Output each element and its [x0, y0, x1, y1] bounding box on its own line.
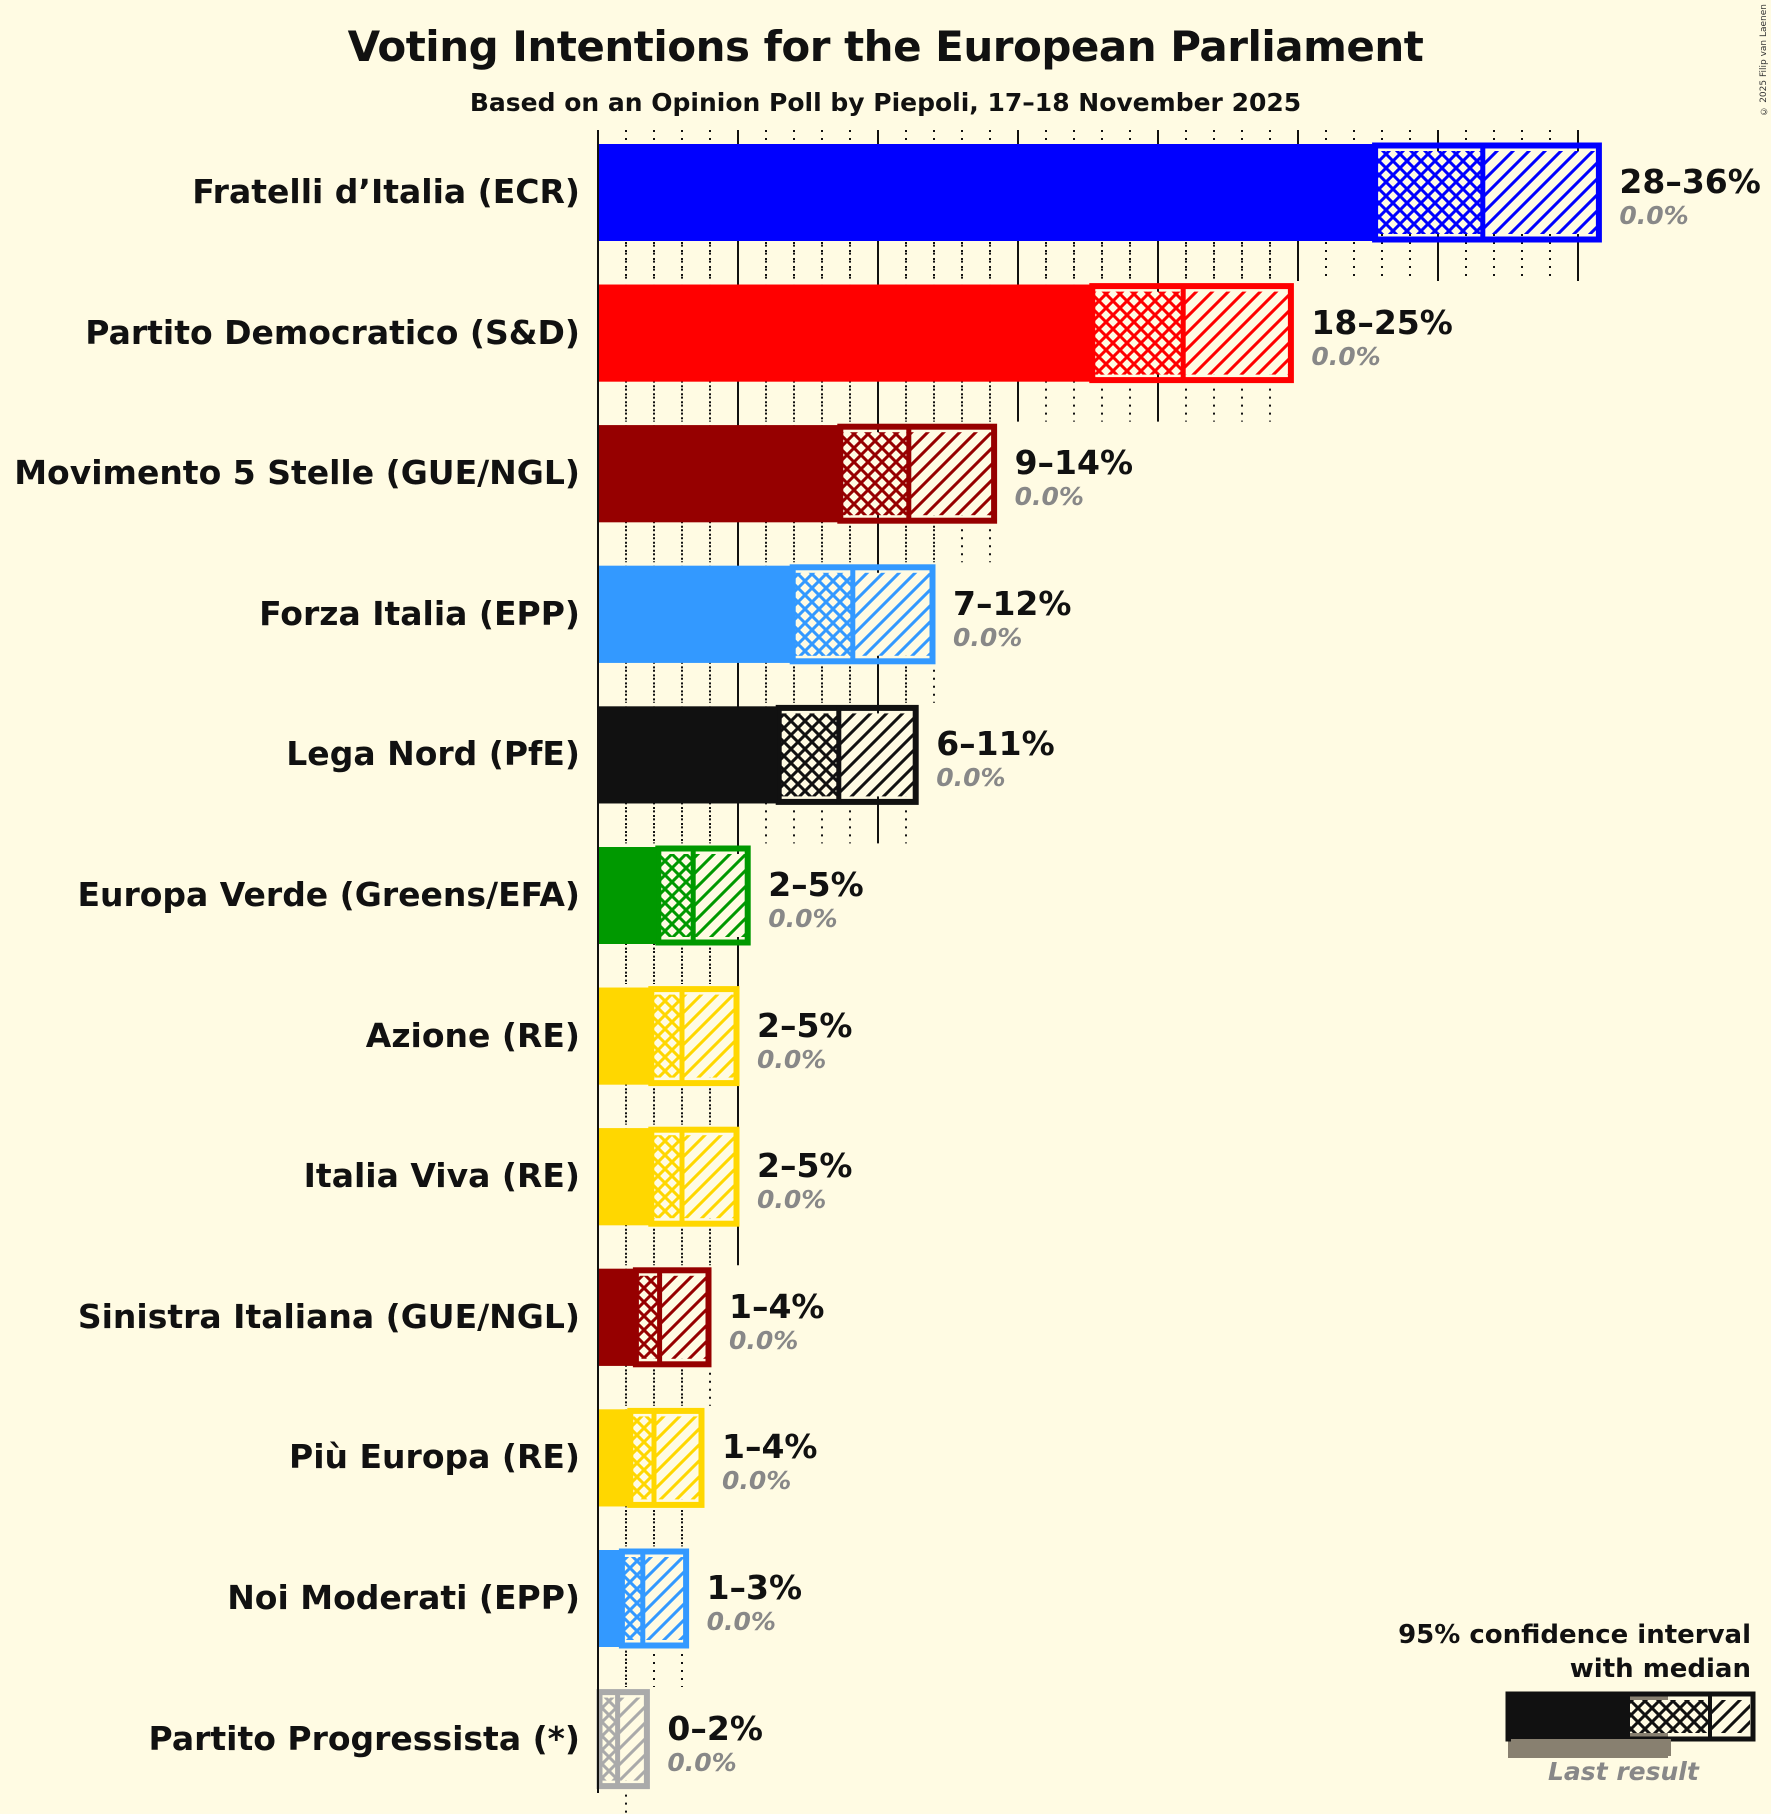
bar-group — [598, 142, 1602, 243]
legend-hatch — [1712, 1700, 1750, 1733]
range-label: 6–11% — [936, 724, 1055, 764]
range-label: 9–14% — [1014, 443, 1134, 483]
bar-ci-frame — [775, 704, 919, 805]
party-label: Forza Italia (EPP) — [259, 593, 580, 633]
last-result-label: 0.0% — [1619, 201, 1689, 230]
last-result-label: 0.0% — [1311, 341, 1381, 371]
last-result-label: 0.0% — [757, 1044, 827, 1074]
bar-group — [598, 564, 936, 665]
bar-ci-lower — [649, 1135, 682, 1219]
legend-crosshatch — [1630, 1700, 1708, 1733]
bar-group — [598, 704, 919, 805]
last-result-label: 0.0% — [936, 763, 1006, 793]
last-result-label: 0.0% — [768, 904, 838, 933]
range-label: 28–36% — [1619, 162, 1761, 201]
bar-ci-frame — [789, 564, 936, 665]
party-label: Partito Progressista (*) — [148, 1718, 580, 1758]
bar-ci-frame — [1372, 142, 1602, 243]
party-label: Lega Nord (PfE) — [286, 734, 580, 774]
bar-group — [598, 986, 740, 1087]
legend-title: 95% confidence interval with median — [1398, 1618, 1751, 1686]
bar-ci-upper — [682, 1135, 738, 1219]
bar-ci-upper — [838, 713, 918, 797]
bar-group — [598, 1407, 705, 1508]
party-label: Partito Democratico (S&D) — [85, 312, 580, 352]
party-label: Più Europa (RE) — [289, 1437, 580, 1477]
bar-ci-upper — [852, 572, 934, 656]
party-label: Europa Verde (Greens/EFA) — [77, 875, 580, 914]
bar-ci-frame — [618, 1548, 690, 1649]
bar-group — [596, 1689, 650, 1790]
bars — [596, 142, 1602, 1790]
range-label: 7–12% — [953, 583, 1072, 623]
party-label: Azione (RE) — [365, 1015, 580, 1055]
bar-group — [598, 423, 998, 524]
bar-group — [598, 845, 751, 946]
bar-group — [598, 1126, 740, 1227]
bar-ci-upper — [1482, 151, 1601, 234]
bar-ci-upper — [659, 1275, 710, 1359]
legend-swatch — [1505, 1691, 1756, 1758]
bar-ci-frame — [837, 423, 998, 524]
chart-subtitle: Based on an Opinion Poll by Piepoli, 17–… — [469, 88, 1302, 117]
bar-ci-frame — [627, 1407, 705, 1508]
bar-group — [598, 1267, 712, 1368]
bar-ci-frame — [596, 1689, 650, 1790]
legend-solid — [1508, 1694, 1630, 1739]
range-label: 1–3% — [706, 1568, 803, 1607]
bar-ci-lower — [1373, 151, 1483, 234]
range-label: 1–4% — [722, 1427, 818, 1467]
chart-title: Voting Intentions for the European Parli… — [347, 22, 1424, 71]
bar-ci-frame — [1089, 283, 1294, 384]
bar-ci-lower — [777, 713, 839, 797]
bar-ci-upper — [682, 994, 738, 1078]
legend-last-result-label: Last result — [1548, 1757, 1699, 1786]
range-label: 18–25% — [1311, 302, 1453, 342]
party-label: Fratelli d’Italia (ECR) — [192, 172, 580, 211]
last-result-label: 0.0% — [757, 1185, 827, 1215]
last-result-label: 0.0% — [722, 1466, 792, 1496]
bar-ci-lower — [620, 1557, 643, 1640]
bar-ci-upper — [908, 432, 996, 516]
range-label: 1–4% — [729, 1286, 825, 1326]
bar-ci-frame — [648, 986, 740, 1087]
legend-title-line2: with median — [1569, 1654, 1751, 1684]
range-label: 2–5% — [768, 865, 864, 904]
last-result-label: 0.0% — [1014, 482, 1084, 512]
bar-ci-lower — [649, 994, 682, 1078]
bar-ci-frame — [655, 845, 751, 946]
bar-ci-lower — [1090, 291, 1184, 375]
legend-title-line1: 95% confidence interval — [1398, 1620, 1751, 1650]
bar-ci-upper — [1183, 291, 1293, 375]
bar-ci-upper — [617, 1697, 649, 1781]
bar-ci-upper — [654, 1416, 703, 1500]
last-result-label: 0.0% — [953, 622, 1023, 652]
last-result-label: 0.0% — [706, 1607, 776, 1636]
bar-ci-lower — [598, 1697, 618, 1781]
bar-ci-lower — [656, 854, 694, 937]
party-label: Movimento 5 Stelle (GUE/NGL) — [14, 453, 580, 493]
bar-ci-frame — [632, 1267, 712, 1368]
party-label: Noi Moderati (EPP) — [227, 1578, 580, 1617]
party-label: Sinistra Italiana (GUE/NGL) — [77, 1296, 580, 1336]
range-label: 2–5% — [757, 1146, 853, 1186]
last-result-label: 0.0% — [667, 1747, 737, 1777]
bar-ci-lower — [791, 572, 853, 656]
party-label: Italia Viva (RE) — [303, 1156, 580, 1196]
range-label: 0–2% — [667, 1708, 763, 1748]
bar-ci-lower — [838, 432, 909, 516]
range-label: 2–5% — [757, 1005, 853, 1045]
bar-group — [598, 1548, 690, 1649]
last-result-label: 0.0% — [729, 1325, 799, 1355]
bar-ci-upper — [693, 854, 750, 937]
bar-ci-frame — [648, 1126, 740, 1227]
bar-ci-upper — [642, 1557, 688, 1640]
bar-group — [598, 283, 1294, 384]
